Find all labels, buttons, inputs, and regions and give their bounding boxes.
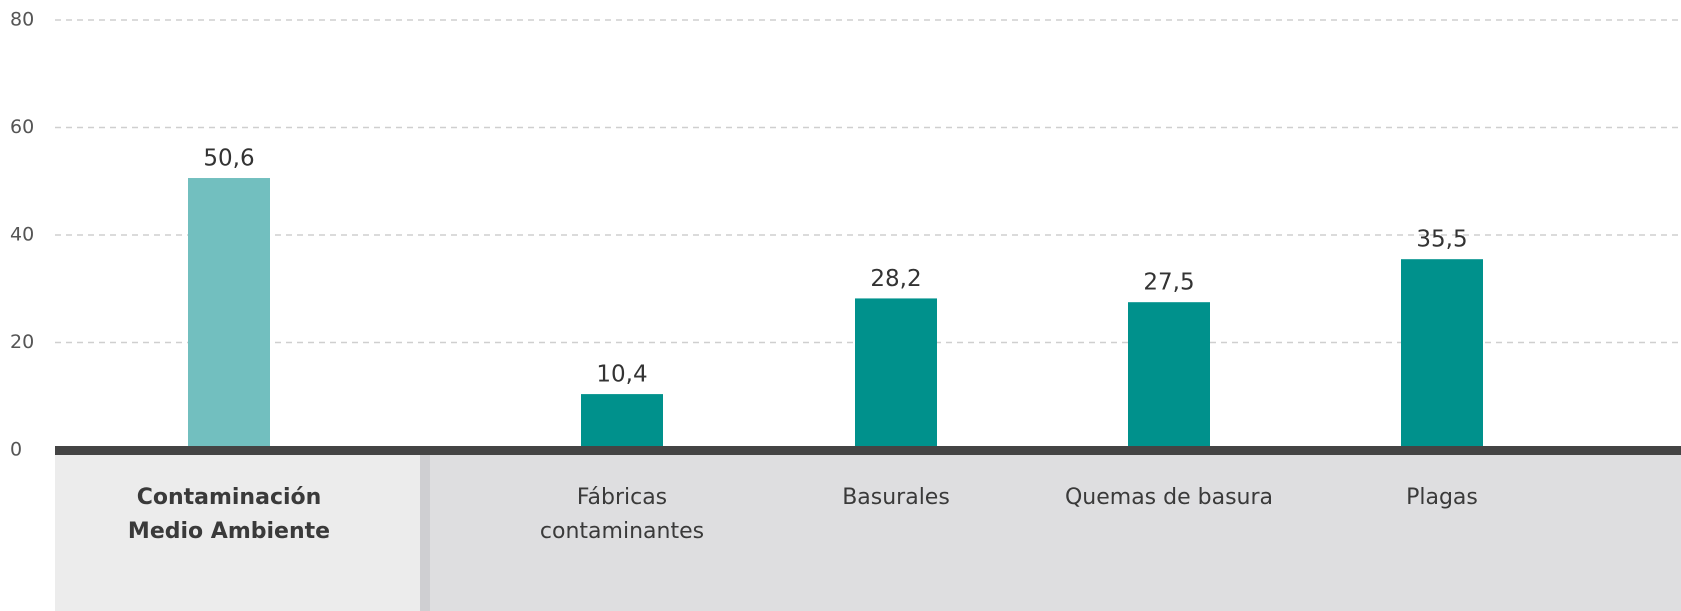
bar xyxy=(188,178,270,450)
y-tick-label: 20 xyxy=(10,331,34,353)
bar xyxy=(1401,259,1483,450)
bar xyxy=(1128,302,1210,450)
y-tick-label: 60 xyxy=(10,116,34,138)
panel-shadow xyxy=(420,455,430,611)
value-label: 10,4 xyxy=(596,362,647,388)
category-panel xyxy=(420,455,1681,611)
x-tick-label: Quemas de basura xyxy=(1064,485,1274,510)
y-tick-label: 40 xyxy=(10,224,34,246)
value-label: 28,2 xyxy=(870,266,921,292)
x-tick-label: Fábricas contaminantes xyxy=(539,485,705,544)
value-label: 27,5 xyxy=(1143,270,1194,296)
value-label: 35,5 xyxy=(1416,227,1467,253)
x-tick-label: Basurales xyxy=(842,485,950,510)
y-tick-label: 80 xyxy=(10,9,34,31)
x-axis xyxy=(55,446,1681,455)
x-tick-label: Plagas xyxy=(1406,485,1478,510)
value-label: 50,6 xyxy=(203,146,254,172)
bar xyxy=(581,394,663,450)
y-tick-label: 0 xyxy=(10,439,22,461)
bar xyxy=(855,298,937,450)
x-tick-label: Contaminación Medio Ambiente xyxy=(127,485,331,544)
highlight-panel xyxy=(55,455,420,611)
